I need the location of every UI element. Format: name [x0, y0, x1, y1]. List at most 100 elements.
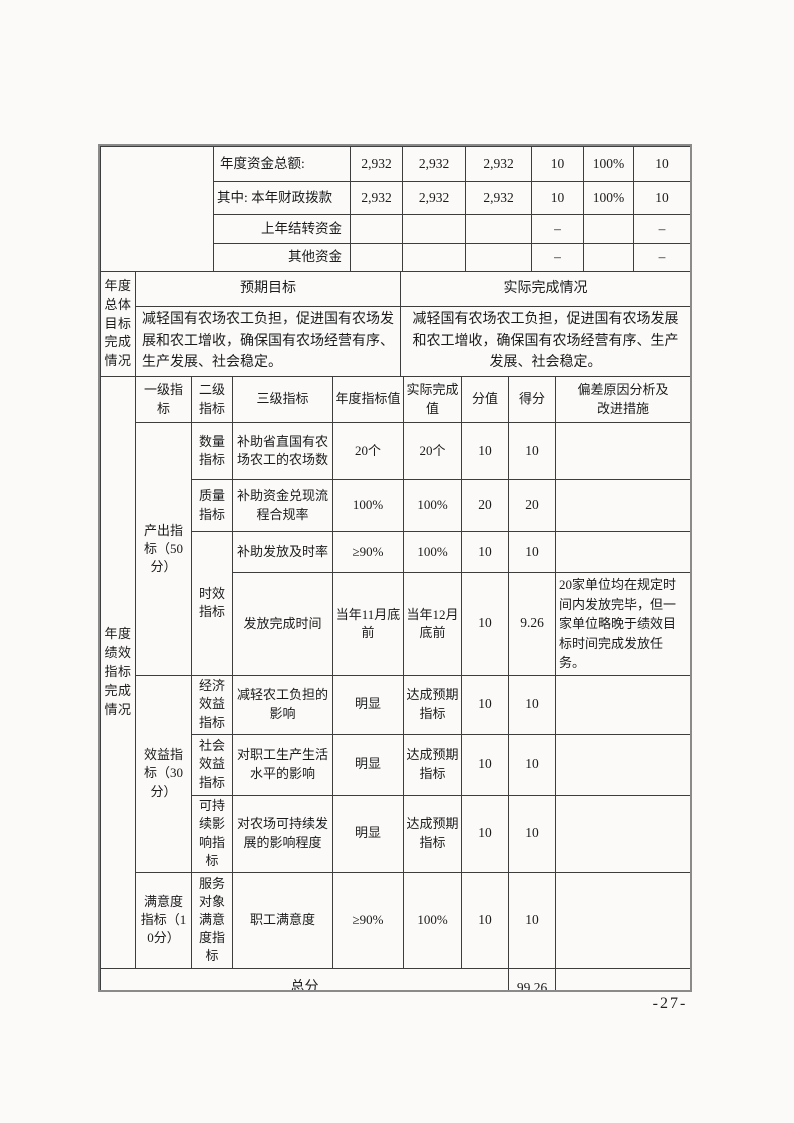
score-value: 10 [508, 733, 556, 796]
points-value: 10 [461, 733, 509, 796]
deviation-note: 20家单位均在规定时间内发放完毕，但一家单位略晚于绩效目标时间完成发放任务。 [555, 572, 690, 676]
points-value: 10 [461, 871, 509, 969]
total-deviation-cell [555, 967, 690, 990]
funding-row-label: 年度资金总额: [213, 146, 351, 182]
level2-indicator: 服务对象满意度指标 [191, 871, 233, 969]
actual-value: 达成预期指标 [403, 733, 462, 796]
level1-satisfaction-indicator: 满意度指标（10分） [135, 871, 192, 969]
funding-value-cell: 2,932 [465, 146, 532, 182]
target-value: 明显 [332, 794, 404, 873]
total-score-label: 总分 [100, 967, 509, 990]
actual-value: 100% [403, 479, 462, 533]
performance-section-label: 年度绩效指标完成情况 [100, 376, 136, 969]
score-value: 10 [508, 794, 556, 873]
funding-value-cell: 2,932 [402, 181, 466, 215]
target-value: 20个 [332, 422, 404, 481]
level2-indicator: 经济效益指标 [191, 674, 233, 735]
funding-value-cell [350, 243, 403, 272]
points-value: 10 [461, 422, 509, 481]
funding-value-cell: 10 [633, 181, 690, 215]
actual-value: 20个 [403, 422, 462, 481]
level2-indicator: 质量指标 [191, 479, 233, 533]
level2-indicator: 可持续影响指标 [191, 794, 233, 873]
funding-summary-table: 年度资金总额: 2,932 2,932 2,932 10 100% 10 其中:… [100, 146, 690, 272]
level2-indicator: 时效指标 [191, 531, 233, 676]
funding-row-label: 上年结转资金 [213, 214, 351, 244]
deviation-note [555, 733, 690, 796]
funding-value-cell [402, 214, 466, 244]
expected-goal-header: 预期目标 [135, 271, 401, 307]
level2-indicator: 数量指标 [191, 422, 233, 481]
level2-indicator: 社会效益指标 [191, 733, 233, 796]
target-value: 明显 [332, 674, 404, 735]
annual-goal-table: 年度总体目标完成情况 预期目标 实际完成情况 减轻国有农场农工负担，促进国有农场… [100, 270, 690, 378]
level3-indicator: 减轻农工负担的影响 [232, 674, 333, 735]
funding-value-cell: 10 [531, 146, 584, 182]
target-value: ≥90% [332, 871, 404, 969]
level1-benefit-indicator: 效益指标（30分） [135, 674, 192, 873]
funding-value-cell: 2,932 [465, 181, 532, 215]
performance-indicators-table: 年度绩效指标完成情况 一级指标 二级指标 三级指标 年度指标值 实际完成值 分值… [100, 376, 690, 990]
level3-indicator: 补助省直国有农场农工的农场数 [232, 422, 333, 481]
level1-output-indicator: 产出指标（50分） [135, 422, 192, 676]
actual-value: 100% [403, 871, 462, 969]
target-value: ≥90% [332, 531, 404, 574]
header-deviation: 偏差原因分析及改进措施 [555, 376, 690, 424]
target-value: 明显 [332, 733, 404, 796]
level3-indicator: 对农场可持续发展的影响程度 [232, 794, 333, 873]
score-value: 10 [508, 531, 556, 574]
points-value: 10 [461, 794, 509, 873]
level3-indicator: 发放完成时间 [232, 572, 333, 676]
points-value: 10 [461, 572, 509, 676]
actual-completion-header: 实际完成情况 [400, 271, 690, 307]
page-number: -27- [652, 995, 688, 1012]
score-value: 9.26 [508, 572, 556, 676]
funding-value-cell [465, 214, 532, 244]
actual-completion-text: 减轻国有农场农工负担，促进国有农场发展和农工增收，确保国有农场经营有序、生产发展… [400, 305, 690, 378]
score-value: 10 [508, 422, 556, 481]
header-annual-target: 年度指标值 [332, 376, 404, 424]
deviation-note [555, 794, 690, 873]
funding-value-cell [465, 243, 532, 272]
funding-value-cell: – [633, 214, 690, 244]
target-value: 100% [332, 479, 404, 533]
funding-value-cell: – [531, 243, 584, 272]
performance-report-table: 年度资金总额: 2,932 2,932 2,932 10 100% 10 其中:… [98, 144, 692, 992]
funding-value-cell: 10 [633, 146, 690, 182]
deviation-note [555, 531, 690, 574]
level3-indicator: 对职工生产生活水平的影响 [232, 733, 333, 796]
funding-value-cell: 100% [583, 181, 634, 215]
actual-value: 达成预期指标 [403, 794, 462, 873]
actual-value: 当年12月底前 [403, 572, 462, 676]
target-value: 当年11月底前 [332, 572, 404, 676]
funding-value-cell [583, 214, 634, 244]
funding-value-cell: 100% [583, 146, 634, 182]
funding-value-cell: 2,932 [350, 181, 403, 215]
expected-goal-text: 减轻国有农场农工负担，促进国有农场发展和农工增收，确保国有农场经营有序、生产发展… [135, 305, 401, 378]
score-value: 10 [508, 674, 556, 735]
header-points: 分值 [461, 376, 509, 424]
funding-value-cell: – [633, 243, 690, 272]
funding-value-cell [350, 214, 403, 244]
header-level1: 一级指标 [135, 376, 192, 424]
funding-value-cell: 10 [531, 181, 584, 215]
annual-goal-section-label: 年度总体目标完成情况 [100, 270, 136, 378]
funding-section-spacer-cell [100, 146, 214, 272]
total-score-value: 99.26 [508, 967, 556, 990]
actual-value: 100% [403, 531, 462, 574]
funding-row-label: 其中: 本年财政拨款 [213, 181, 351, 215]
funding-value-cell: 2,932 [350, 146, 403, 182]
funding-value-cell [583, 243, 634, 272]
score-value: 10 [508, 871, 556, 969]
header-level2: 二级指标 [191, 376, 233, 424]
funding-value-cell: 2,932 [402, 146, 466, 182]
actual-value: 达成预期指标 [403, 674, 462, 735]
level3-indicator: 补助资金兑现流程合规率 [232, 479, 333, 533]
deviation-note [555, 674, 690, 735]
deviation-note [555, 422, 690, 481]
funding-row-label: 其他资金 [213, 243, 351, 272]
score-value: 20 [508, 479, 556, 533]
funding-value-cell [402, 243, 466, 272]
points-value: 20 [461, 479, 509, 533]
